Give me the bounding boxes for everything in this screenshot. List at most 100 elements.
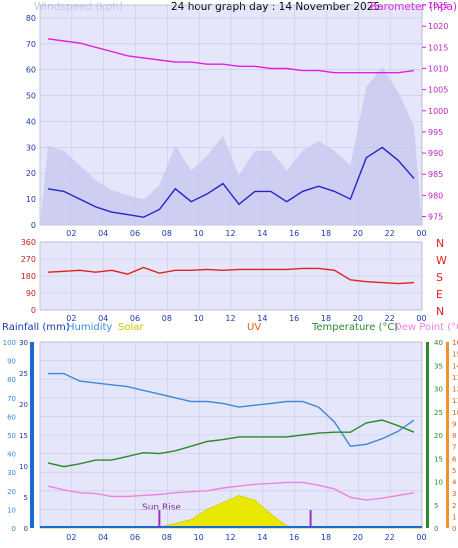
wind-tick-label: 60 [26,66,36,75]
dewpoint-line [47,481,415,501]
windspeed-line [47,146,415,218]
uv-label: UV [247,322,261,333]
wind-tick-label: 40 [26,117,36,126]
x-tick-label: 10 [194,314,204,323]
direction-tick-label: 270 [21,255,36,264]
rain-tick-label: 15 [19,432,28,440]
x-tick-label: 16 [289,314,299,323]
x-tick-label: 04 [98,314,108,323]
x-tick-label: 02 [66,314,76,323]
direction-tick-label: 360 [21,238,36,247]
baro-tick-label: 1000 [428,107,448,116]
humidity-tick-label: 100 [3,339,16,347]
baro-tick-label: 985 [428,170,443,179]
uv-tick-label: 16 [452,339,458,347]
humidity-tick-label: 0 [12,525,16,533]
x-tick-label: 06 [130,533,140,542]
humidity-tick-label: 40 [7,451,16,459]
dewpoint-label: Dew Point (°C) [394,322,458,333]
x-tick-label: 08 [162,314,172,323]
baro-tick-label: 1020 [428,22,448,31]
rain-tick-label: 10 [19,463,28,471]
rain-tick-label: 0 [24,525,28,533]
tick-layer: 0202020404040606060808081010101212121414… [3,1,458,542]
baro-tick-label: 1010 [428,64,448,73]
sunrise-label: Sun Rise [142,503,181,513]
uv-tick-label: 3 [452,490,456,498]
wind-axis-label: Windspeed (kph) [34,1,123,13]
humidity-line [48,372,415,447]
rainfall-label: Rainfall (mm) [2,322,70,333]
uv-tick-label: 6 [452,455,457,463]
wind-tick-label: 70 [26,40,36,49]
x-tick-label: 20 [353,533,363,542]
temp-tick-label: 5 [434,502,438,510]
x-tick-label: 04 [98,533,108,542]
wind-tick-label: 0 [31,221,36,230]
baro-tick-label: 1025 [428,1,448,10]
x-tick-label: 10 [194,533,204,542]
humidity-tick-label: 10 [7,506,16,514]
humidity-tick-label: 80 [7,376,16,384]
compass-label: N [436,305,444,318]
uv-tick-label: 14 [452,362,458,370]
temp-tick-label: 35 [434,362,443,370]
uv-tick-label: 8 [452,432,456,440]
humidity-tick-label: 70 [7,395,16,403]
wind-tick-label: 10 [26,195,36,204]
x-tick-label: 12 [225,314,235,323]
x-tick-label: 20 [353,314,363,323]
uv-tick-label: 1 [452,513,456,521]
x-tick-label: 14 [257,533,267,542]
temp-tick-label: 15 [434,455,443,463]
temp-tick-label: 0 [434,525,438,533]
x-tick-label: 12 [225,533,235,542]
x-tick-label: 08 [162,229,172,238]
temp-tick-label: 25 [434,409,443,417]
rain-tick-label: 30 [19,339,28,347]
humidity-tick-label: 90 [7,358,16,366]
wind-tick-label: 30 [26,143,36,152]
rain-axis-bar [30,342,34,528]
x-tick-label: 18 [321,229,331,238]
x-tick-label: 10 [194,229,204,238]
x-tick-label: 14 [257,229,267,238]
baro-tick-label: 980 [428,191,443,200]
x-tick-label: 00 [416,314,426,323]
humidity-tick-label: 50 [7,432,16,440]
uv-tick-label: 15 [452,351,458,359]
x-tick-label: 02 [66,229,76,238]
x-tick-label: 18 [321,533,331,542]
uv-tick-label: 11 [452,397,458,405]
uv-tick-label: 13 [452,374,458,382]
x-tick-label: 00 [416,533,426,542]
direction-tick-label: 90 [26,289,36,298]
temp-tick-label: 20 [434,432,443,440]
uv-tick-label: 4 [452,479,457,487]
uv-tick-label: 5 [452,467,456,475]
panel-frame [39,241,423,311]
temp-tick-label: 40 [434,339,443,347]
wind-gust-area [40,67,422,225]
chart-title: 24 hour graph day : 14 November 2025 [171,1,380,13]
direction-tick-label: 180 [21,272,36,281]
x-tick-label: 22 [385,314,395,323]
humidity-tick-label: 30 [7,469,16,477]
baro-tick-label: 1015 [428,43,448,52]
rain-tick-label: 25 [19,370,28,378]
x-tick-label: 14 [257,314,267,323]
baro-tick-label: 990 [428,149,443,158]
direction-tick-label: 0 [31,306,36,315]
x-tick-label: 18 [321,314,331,323]
compass-label: W [436,254,447,267]
x-tick-label: 08 [162,533,172,542]
uv-tick-label: 0 [452,525,456,533]
x-tick-label: 06 [130,314,140,323]
humidity-tick-label: 60 [7,413,16,421]
x-tick-label: 04 [98,229,108,238]
x-tick-label: 02 [66,533,76,542]
compass-label: E [436,288,443,301]
humidity-tick-label: 20 [7,488,16,496]
